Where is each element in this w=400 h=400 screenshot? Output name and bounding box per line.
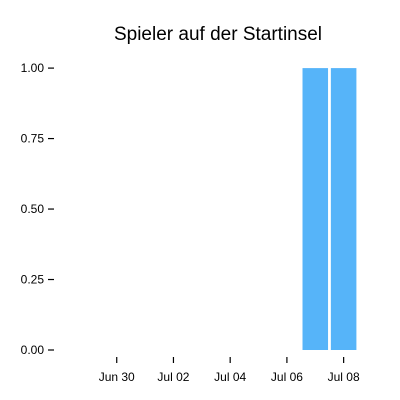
bars	[302, 68, 357, 350]
bar-0	[302, 68, 329, 350]
x-tick-label-4: Jul 08	[328, 370, 360, 384]
bar-1	[330, 68, 357, 350]
y-tick-label-3: 0.75	[21, 132, 45, 146]
x-tick-label-2: Jul 04	[214, 370, 246, 384]
x-tick-label-3: Jul 06	[271, 370, 303, 384]
x-tick-label-1: Jul 02	[157, 370, 189, 384]
y-tick-label-1: 0.25	[21, 273, 45, 287]
x-axis: Jun 30 Jul 02 Jul 04 Jul 06 Jul 08	[99, 357, 360, 384]
x-tick-label-0: Jun 30	[99, 370, 135, 384]
y-tick-label-4: 1.00	[21, 61, 45, 75]
y-axis: 0.00 0.25 0.50 0.75 1.00	[21, 61, 54, 357]
y-tick-label-0: 0.00	[21, 343, 45, 357]
y-tick-label-2: 0.50	[21, 202, 45, 216]
chart-title: Spieler auf der Startinsel	[114, 24, 322, 45]
